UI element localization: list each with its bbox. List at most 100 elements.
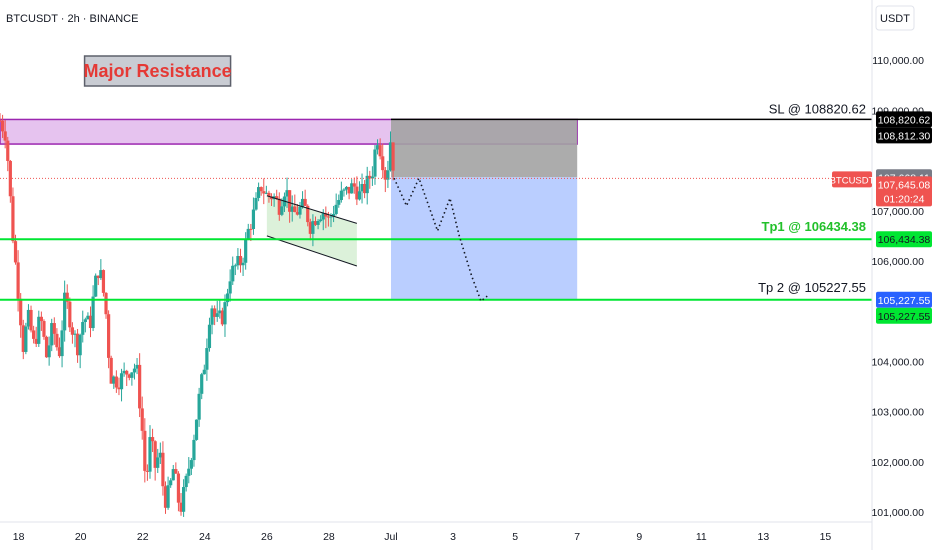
candle-body [290,206,294,212]
candle-body [42,321,46,337]
candle-body [342,189,346,191]
annotations-layer: SL @ 108820.62 Tp1 @ 106434.38 Tp 2 @ 1052… [0,55,872,303]
time-tick-label: 5 [512,531,518,543]
candle-body [277,198,281,215]
price-tick-label: 110,000.00 [872,55,924,67]
candle-body [223,302,227,325]
candle-body [244,239,248,263]
candle-body [125,370,129,375]
current-price-label: 107,645.08 [878,179,931,191]
candle-body [94,275,98,297]
candle-body [262,191,266,194]
candle-body [166,485,170,508]
candle-body [210,308,214,325]
candle-body [187,468,191,476]
candle-body [285,190,289,197]
price-tag [876,307,932,324]
candle-body [352,183,356,187]
price-tick-label: 106,000.00 [871,256,924,268]
time-tick-label: 18 [13,531,25,543]
candle-body [337,199,341,205]
candle-body [70,327,75,335]
candle-body [373,149,377,177]
currency-button[interactable]: USDT [875,5,915,31]
candle-body [197,393,201,420]
candle-body [218,310,222,314]
countdown-label: 01:20:24 [884,193,925,205]
price-axis[interactable]: 110,000.00109,000.00107,000.00106,000.00… [830,0,932,550]
candle-body [75,333,80,356]
price-tag-label: 108,812.30 [878,130,931,142]
candle-body [205,348,209,370]
candle-body [254,197,258,210]
tp2-label: Tp 2 @ 105227.55 [758,280,866,295]
candle-body [249,228,253,230]
candle-body [127,374,131,378]
candle-body [140,408,144,431]
candle-body [194,419,199,440]
candle-body [153,441,157,468]
price-tag [876,231,932,248]
candle-body [3,131,7,141]
price-tick-label: 101,000.00 [871,507,924,519]
candle-body [135,364,139,369]
candle-body [119,373,124,390]
candle-body [13,241,18,263]
candle-body [370,176,374,179]
candle-body [215,313,219,317]
symbol-title: BTCUSDT · 2h · BINANCE [6,13,138,25]
candle-body [321,213,325,220]
currency-button-label: USDT [880,13,910,25]
candle-body [316,221,320,225]
candle-body [158,452,162,458]
candle-body [161,452,165,487]
candle-body [238,256,243,266]
candle-body [241,262,245,266]
candle-body [114,376,118,388]
price-tick-label: 103,000.00 [871,407,924,419]
time-tick-label: 13 [758,531,770,543]
candle-body [264,192,268,194]
candle-body [368,175,372,179]
time-tick-label: 9 [636,531,642,543]
candle-body [339,190,343,200]
symbol-chip [832,171,872,188]
candle-body [63,292,67,331]
candle-body [104,292,108,315]
candle-body [300,198,305,207]
candle-body [37,316,41,344]
candle-body [275,196,279,199]
candle-body [334,204,338,214]
candle-body [311,221,315,234]
time-tick-label: 11 [696,531,707,543]
candle-body [246,228,250,240]
price-tick-label: 102,000.00 [871,457,924,469]
price-tag [876,111,932,128]
candle-body [200,374,204,394]
candle-body [288,190,292,212]
time-tick-label: 15 [820,531,832,543]
price-tick-label: 107,000.00 [871,206,924,218]
candle-body [344,186,349,190]
price-tag-label: 108,820.62 [878,114,931,126]
flag-upper-line [266,195,358,224]
candle-body [381,156,385,171]
price-tag [876,291,932,308]
candle-body [233,265,237,267]
candle-body [231,265,235,282]
time-axis[interactable]: 18 20 22 24 26 28 Jul 3 5 7 9 11 13 15 [0,521,872,543]
candle-body [267,192,271,197]
candle-body [143,430,147,471]
time-tick-label: 3 [450,531,456,543]
candle-body [251,209,256,229]
candle-body [117,387,121,390]
candle-body [99,270,103,279]
candle-body [44,336,49,358]
candles-layer [0,113,395,517]
candle-body [78,334,82,356]
candle-body [213,308,217,317]
candle-body [176,473,181,503]
candle-body [109,357,113,384]
